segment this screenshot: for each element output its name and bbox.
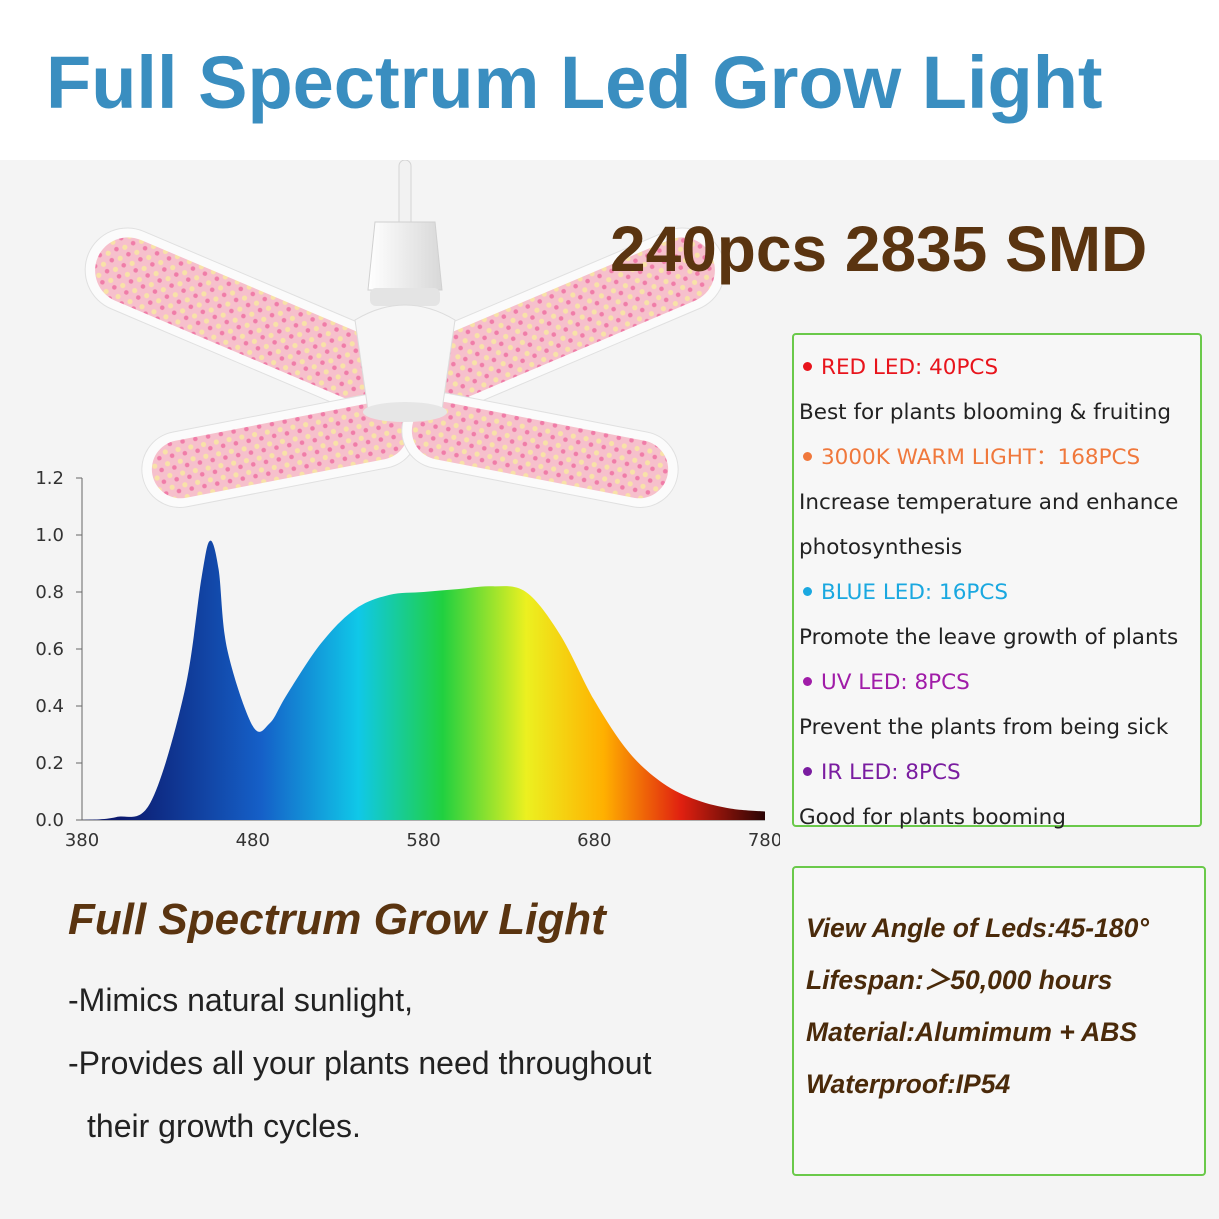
spec-text: Promote the leave growth of plants xyxy=(799,625,1179,650)
y-tick-label: 0.2 xyxy=(35,753,64,774)
grow-light-lamp-image xyxy=(84,160,726,508)
led-spec-panel: RED LED: 40PCS Best for plants blooming &… xyxy=(792,333,1202,830)
x-tick-label: 780 xyxy=(748,830,780,851)
feature-lifespan: Lifespan:＞50,000 hours xyxy=(806,965,1113,995)
spec-text: Prevent the plants from being sick xyxy=(799,715,1169,740)
feature-waterproof: Waterproof:IP54 xyxy=(806,1069,1011,1099)
bullet-dot-icon xyxy=(803,677,812,686)
features-panel: View Angle of Leds:45-180° Lifespan:＞50,… xyxy=(792,866,1206,1176)
spec-text: photosynthesis xyxy=(799,535,963,560)
spec-led-benefit: Good for plants booming xyxy=(799,795,1200,840)
x-tick-label: 480 xyxy=(236,830,270,851)
spec-led-benefit: photosynthesis xyxy=(799,525,1200,570)
spec-led-benefit: Prevent the plants from being sick xyxy=(799,705,1200,750)
led-count-heading: 240pcs 2835 SMD xyxy=(610,213,1148,285)
spec-led-type: BLUE LED: 16PCS xyxy=(799,570,1200,615)
spec-text: RED LED: 40PCS xyxy=(821,355,999,380)
spec-text: Good for plants booming xyxy=(799,805,1066,830)
spec-text: IR LED: 8PCS xyxy=(821,760,961,785)
description-line-3: their growth cycles. xyxy=(87,1108,361,1144)
spec-text: UV LED: 8PCS xyxy=(821,670,970,695)
spec-led-benefit: Best for plants blooming & fruiting xyxy=(799,390,1200,435)
description-title: Full Spectrum Grow Light xyxy=(68,895,606,944)
spec-led-benefit: Promote the leave growth of plants xyxy=(799,615,1200,660)
spec-text: Best for plants blooming & fruiting xyxy=(799,400,1171,425)
y-tick-label: 0.4 xyxy=(35,696,64,717)
y-tick-label: 0.0 xyxy=(35,810,64,831)
y-tick-label: 0.8 xyxy=(35,582,64,603)
y-tick-label: 1.2 xyxy=(35,468,64,489)
bullet-dot-icon xyxy=(803,452,812,461)
spectrum-area xyxy=(82,540,765,820)
spectrum-chart: 1.2 1.0 0.8 0.6 0.4 0.2 0.0 380 480 580 680 780 xyxy=(35,468,780,851)
x-tick-label: 380 xyxy=(65,830,99,851)
spec-text: BLUE LED: 16PCS xyxy=(821,580,1008,605)
spec-led-type: UV LED: 8PCS xyxy=(799,660,1200,705)
description-line-1: -Mimics natural sunlight, xyxy=(68,982,413,1018)
feature-material: Material:Alumimum + ABS xyxy=(806,1017,1138,1047)
description-line-2: -Provides all your plants need throughou… xyxy=(68,1045,652,1081)
x-tick-label: 680 xyxy=(577,830,611,851)
spec-led-type: RED LED: 40PCS xyxy=(799,345,1200,390)
spec-led-benefit: Increase temperature and enhance xyxy=(799,480,1200,525)
spec-led-type: IR LED: 8PCS xyxy=(799,750,1200,795)
header-band xyxy=(0,0,1219,160)
y-tick-label: 1.0 xyxy=(35,525,64,546)
bullet-dot-icon xyxy=(803,767,812,776)
spec-text: Increase temperature and enhance xyxy=(799,490,1179,515)
spec-text: 3000K WARM LIGHT：168PCS xyxy=(821,445,1141,470)
bullet-dot-icon xyxy=(803,362,812,371)
y-tick-label: 0.6 xyxy=(35,639,64,660)
bullet-dot-icon xyxy=(803,587,812,596)
x-tick-label: 580 xyxy=(406,830,440,851)
page-title: Full Spectrum Led Grow Light xyxy=(46,41,1103,124)
spec-led-type: 3000K WARM LIGHT：168PCS xyxy=(799,435,1200,480)
feature-view-angle: View Angle of Leds:45-180° xyxy=(806,913,1149,943)
